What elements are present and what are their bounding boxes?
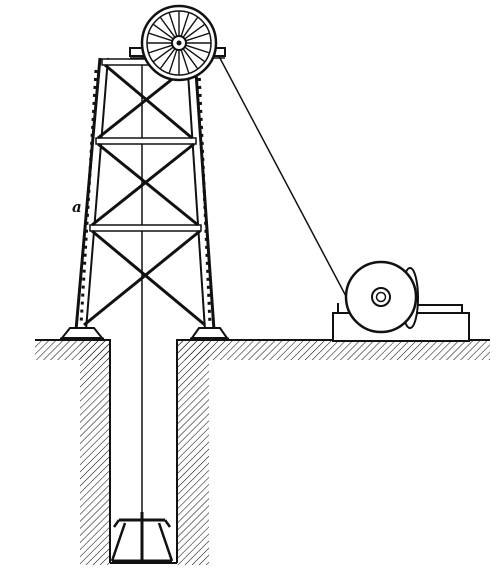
leg-texture-left [79,69,98,326]
sheave-spoke [184,46,206,63]
sheave-spoke [185,44,210,54]
sheave-spoke [182,16,199,38]
sheave-spoke [168,12,178,37]
sheave-spoke [159,16,176,38]
sheave-spoke [148,44,173,54]
foot-left [59,327,105,339]
sheave-spoke [148,32,173,42]
sheave-spoke [152,46,174,63]
brace-2a [97,142,199,227]
girder-1 [95,137,197,145]
sheave-wheel [140,4,218,82]
hoist-cage [110,512,174,563]
sheave-spoke [185,32,210,42]
tower-leg-right-inner [186,57,206,331]
sheave-spoke [159,48,176,70]
drum-hub-inner [375,291,387,303]
tower-leg-right-outer [193,57,216,331]
brace-2b [91,142,195,227]
cable [141,44,349,512]
label-a: a [72,198,82,216]
sheave-spoke [180,49,190,74]
brace-3a [91,229,206,327]
brace-3b [83,229,201,327]
cable-to-drum [212,44,349,301]
cage-frame [110,519,174,562]
shaft-wall-left [80,340,110,565]
brace-1a [104,63,193,140]
girder-2 [89,224,202,232]
tower-leg-left-inner [85,57,109,331]
sheave-spoke [180,12,190,37]
tower-leg-left-outer [74,57,102,331]
sheave-spoke [152,23,174,40]
ground-right [177,340,490,360]
sheave-spoke [168,49,178,74]
sheave-spoke [184,23,206,40]
ground [35,339,490,565]
leg-texture-right [197,69,212,326]
shaft-wall-right [177,340,209,565]
sheave-spoke [182,48,199,70]
sheave-axle [176,40,182,46]
foot-right [190,327,229,339]
headframe-tower [59,57,229,341]
hoist-engine [332,260,470,342]
